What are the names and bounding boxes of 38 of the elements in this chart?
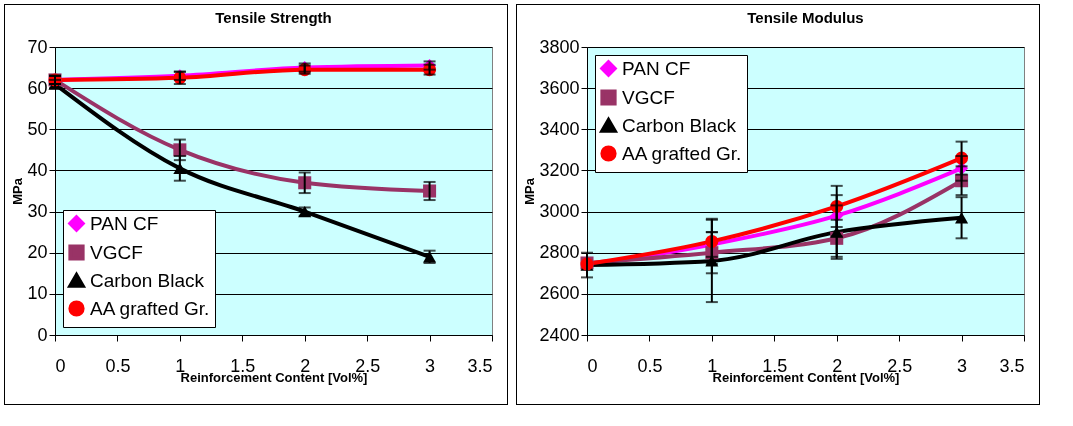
legend-label: PAN CF <box>90 212 159 234</box>
legend-label: Carbon Black <box>622 114 737 136</box>
chart-title: Tensile Strength <box>215 9 332 26</box>
legend-label: VGCF <box>90 241 143 263</box>
chart-title: Tensile Modulus <box>747 9 864 26</box>
y-tick-label: 3800 <box>539 36 580 57</box>
legend-label: Carbon Black <box>90 269 205 291</box>
x-tick-label: 0 <box>587 355 598 376</box>
y-tick-label: 3000 <box>539 201 580 222</box>
y-tick-label: 30 <box>27 201 48 222</box>
y-tick-label: 3400 <box>539 118 580 139</box>
x-tick-label: 3.5 <box>467 355 493 376</box>
y-tick-label: 50 <box>27 118 48 139</box>
x-tick-label: 1.5 <box>762 355 788 376</box>
x-tick-label: 0.5 <box>637 355 663 376</box>
x-tick-label: 3.5 <box>999 355 1025 376</box>
y-tick-label: 2800 <box>539 242 580 263</box>
y-tick-label: 40 <box>27 159 48 180</box>
x-tick-label: 3 <box>425 355 436 376</box>
x-tick-label: 0 <box>55 355 66 376</box>
y-tick-label: 2600 <box>539 283 580 304</box>
y-tick-label: 3600 <box>539 77 580 98</box>
x-tick-label: 3 <box>957 355 968 376</box>
y-axis-title: MPa <box>10 177 26 205</box>
legend-label: AA grafted Gr. <box>90 297 210 319</box>
y-tick-label: 70 <box>27 36 48 57</box>
y-tick-label: 10 <box>27 283 48 304</box>
legend-label: VGCF <box>622 86 675 108</box>
y-tick-label: 60 <box>27 77 48 98</box>
y-tick-label: 2400 <box>539 324 580 345</box>
x-tick-label: 1.5 <box>230 355 256 376</box>
x-tick-label: 0.5 <box>105 355 131 376</box>
legend-label: AA grafted Gr. <box>622 142 742 164</box>
y-tick-label: 20 <box>27 242 48 263</box>
y-tick-label: 0 <box>37 324 48 345</box>
legend-label: PAN CF <box>622 57 691 79</box>
y-tick-label: 3200 <box>539 159 580 180</box>
y-axis-title: MPa <box>522 177 538 205</box>
